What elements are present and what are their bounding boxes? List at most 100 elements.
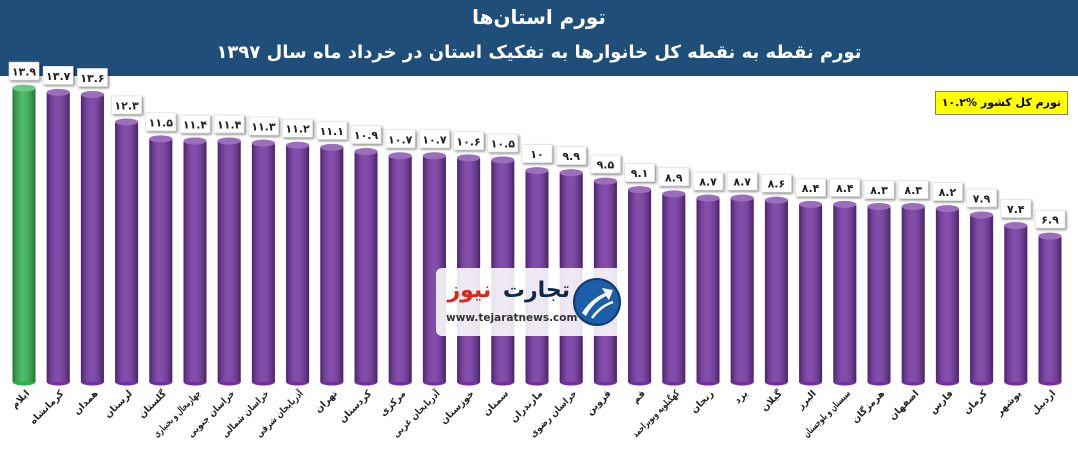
bar-shading: [354, 151, 378, 382]
brand-secondary-word: نیوز: [447, 278, 492, 303]
bar-top-cap: [457, 154, 481, 162]
bar-top-highlight: [833, 200, 857, 208]
data-label: ۸.۶: [768, 178, 786, 191]
bar-group: ۱۲.۳ لرستان: [103, 95, 142, 420]
data-label-box: [829, 178, 861, 197]
category-label: البرز: [795, 388, 819, 412]
bar-shading: [730, 198, 754, 382]
data-label: ۸.۴: [836, 182, 854, 195]
data-label: ۸.۲: [939, 186, 957, 199]
data-label-box: [624, 163, 655, 182]
bar-top-highlight: [593, 177, 617, 185]
bar-top-cap: [730, 194, 754, 202]
bar-shading: [80, 94, 104, 382]
category-label: زنجان: [689, 388, 716, 415]
bar-top-cap: [1038, 232, 1062, 240]
bar-top-cap: [251, 139, 275, 147]
bar-top-cap: [80, 90, 104, 98]
data-label-box: [897, 180, 929, 199]
watermark-logo: تجارت نیوز www.tejaratnews.com: [436, 268, 626, 336]
bar-top-highlight: [696, 194, 720, 202]
bar-top-highlight: [149, 135, 173, 143]
data-label-box: [453, 131, 484, 151]
data-label: ۸.۹: [665, 171, 683, 184]
bar-top-highlight: [217, 137, 241, 145]
bar-top-cap: [354, 148, 378, 156]
bar-group: ۱۳.۹ ایلام: [8, 61, 40, 411]
data-label-box: [282, 118, 313, 138]
bar-group: ۱۱.۱ تهران: [313, 121, 348, 415]
category-label: کرمان: [961, 388, 990, 417]
category-label: خوزستان: [438, 388, 476, 426]
bar-top-cap: [525, 167, 549, 175]
bar-shading: [115, 121, 139, 382]
category-label: همدان: [72, 388, 101, 417]
emblem-swoosh: [591, 300, 614, 319]
bar-top-highlight: [935, 205, 959, 213]
data-label: ۱۰.۷: [422, 133, 447, 146]
data-label: ۹.۱: [631, 167, 649, 180]
emblem-circle: [573, 278, 621, 326]
data-label: ۱۱.۲: [285, 123, 310, 136]
bar-top-highlight: [251, 139, 275, 147]
category-label: کرمانشاه: [28, 388, 67, 427]
data-label: ۱۳.۶: [80, 72, 104, 85]
bar-top-highlight: [422, 152, 446, 160]
data-label: ۸.۷: [733, 176, 751, 189]
data-label: ۸.۴: [802, 182, 820, 195]
data-label: ۱۳.۷: [46, 70, 71, 83]
data-label: ۶.۹: [1041, 214, 1059, 227]
bar-top-cap: [662, 190, 686, 198]
category-label: اردبیل: [1029, 388, 1058, 417]
category-label: هرمزگان: [849, 387, 887, 425]
bar-top-cap: [764, 196, 788, 204]
bar-group: ۹.۱ قم: [624, 163, 655, 406]
bar-shading: [1004, 225, 1028, 382]
data-label-box: [1000, 199, 1032, 218]
bar-top-highlight: [80, 90, 104, 98]
category-label: اصفهان: [887, 388, 921, 422]
data-label-box: [213, 114, 245, 134]
bar-shading: [628, 189, 652, 382]
data-label: ۱۱.۵: [149, 116, 174, 129]
bar-group: ۱۱.۵ گلستان: [136, 112, 177, 421]
chart-subtitle: تورم نقطه به نقطه کل خانوارها به تفکیک ا…: [216, 42, 862, 63]
bar-top-highlight: [1004, 222, 1028, 230]
data-label-box: [419, 129, 450, 149]
data-label-box: [350, 125, 382, 144]
data-label: ۱۳.۹: [12, 66, 37, 79]
data-label-box: [590, 154, 621, 174]
bar-top-highlight: [867, 203, 891, 211]
bar-shading: [970, 214, 994, 382]
bar-top-cap: [867, 203, 891, 211]
bar-shading: [1038, 236, 1062, 382]
data-label-box: [384, 129, 416, 149]
data-label-box: [692, 171, 724, 191]
bar-top-highlight: [491, 156, 515, 164]
data-label-box: [487, 133, 519, 153]
bar-group: ۸.۶ گیلان: [759, 173, 792, 414]
bar-top-cap: [320, 143, 344, 151]
bar-top-highlight: [764, 196, 788, 204]
bar-group: ۸.۷ یزد: [726, 171, 758, 406]
data-label: ۱۰.۹: [354, 129, 379, 142]
bar-group: ۸.۴ البرز: [795, 178, 826, 412]
bar-shading: [764, 200, 788, 382]
bar-top-cap: [388, 152, 412, 160]
data-label: ۱۰.۷: [388, 133, 413, 146]
bar-top-cap: [901, 203, 925, 211]
emblem-arrow: [582, 288, 613, 316]
bar-top-cap: [935, 205, 959, 213]
data-label-box: [111, 95, 142, 115]
category-label: ایلام: [9, 388, 32, 411]
data-label-box: [932, 182, 963, 201]
bar-top-highlight: [662, 190, 686, 198]
bar-group: ۱۰.۷ مرکزی: [378, 129, 416, 419]
bar-top-cap: [149, 135, 173, 143]
bar-shading: [12, 88, 36, 382]
data-label: ۱۱.۱: [320, 125, 344, 138]
data-label: ۹.۹: [562, 150, 580, 163]
brand-primary-word: تجارت: [502, 278, 570, 303]
bar-shading: [867, 206, 891, 382]
